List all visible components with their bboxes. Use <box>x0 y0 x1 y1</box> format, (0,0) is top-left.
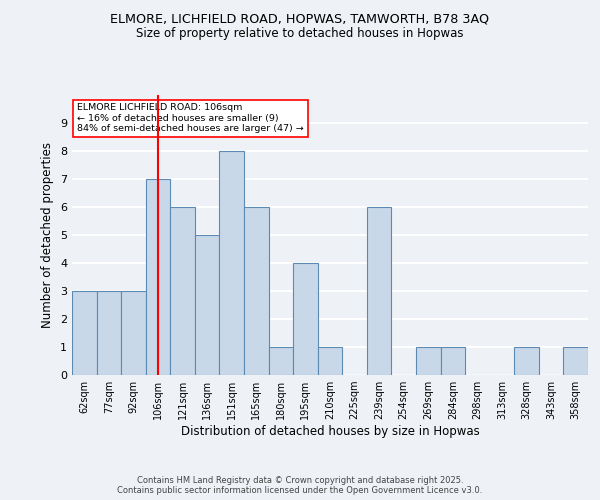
Bar <box>514 347 539 375</box>
Bar <box>146 179 170 375</box>
Text: ELMORE LICHFIELD ROAD: 106sqm
← 16% of detached houses are smaller (9)
84% of se: ELMORE LICHFIELD ROAD: 106sqm ← 16% of d… <box>77 104 304 133</box>
Bar <box>416 347 440 375</box>
Bar <box>367 207 391 375</box>
Bar <box>318 347 342 375</box>
Y-axis label: Number of detached properties: Number of detached properties <box>41 142 55 328</box>
Text: Size of property relative to detached houses in Hopwas: Size of property relative to detached ho… <box>136 28 464 40</box>
Bar <box>195 235 220 375</box>
Bar <box>244 207 269 375</box>
Bar <box>440 347 465 375</box>
Bar <box>293 263 318 375</box>
Bar <box>563 347 588 375</box>
Bar <box>170 207 195 375</box>
Text: ELMORE, LICHFIELD ROAD, HOPWAS, TAMWORTH, B78 3AQ: ELMORE, LICHFIELD ROAD, HOPWAS, TAMWORTH… <box>110 12 490 26</box>
Bar <box>121 291 146 375</box>
Bar <box>269 347 293 375</box>
Text: Contains HM Land Registry data © Crown copyright and database right 2025.
Contai: Contains HM Land Registry data © Crown c… <box>118 476 482 495</box>
Bar <box>220 151 244 375</box>
Bar <box>72 291 97 375</box>
Bar <box>97 291 121 375</box>
X-axis label: Distribution of detached houses by size in Hopwas: Distribution of detached houses by size … <box>181 425 479 438</box>
